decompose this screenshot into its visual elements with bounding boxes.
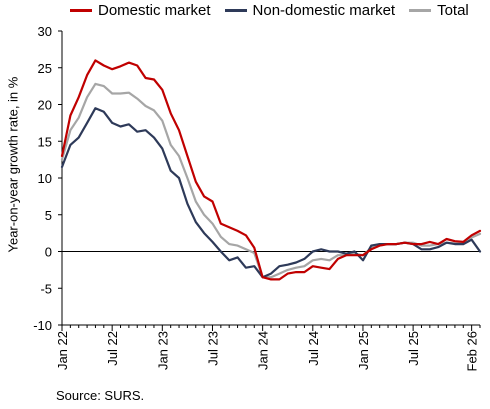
legend: Domestic market Non-domestic market Tota…: [70, 2, 469, 19]
legend-label-non-domestic: Non-domestic market: [252, 2, 396, 19]
y-tick-label: 5: [45, 208, 52, 223]
source-note: Source: SURS.: [56, 388, 145, 403]
y-tick-label: 0: [45, 245, 52, 260]
x-tick-label: Jul 23: [205, 331, 220, 366]
x-tick-label: Jan 25: [356, 331, 371, 370]
legend-item-domestic: Domestic market: [70, 2, 211, 19]
x-tick-label: Jan 23: [155, 331, 170, 370]
y-tick-label: 20: [38, 98, 52, 113]
y-tick-label: 25: [38, 61, 52, 76]
y-tick-label: 30: [38, 24, 52, 39]
legend-swatch-domestic: [70, 9, 92, 12]
x-tick-label: Jul 25: [406, 331, 421, 366]
legend-item-total: Total: [409, 2, 469, 19]
legend-item-non-domestic: Non-domestic market: [224, 2, 396, 19]
x-tick-label: Feb 26: [465, 331, 480, 371]
x-tick-label: Jul 24: [306, 331, 321, 366]
legend-label-domestic: Domestic market: [98, 2, 211, 19]
y-axis-label: Year-on-year growth rate, in %: [5, 76, 21, 253]
x-tick-label: Jul 22: [105, 331, 120, 366]
y-tick-label: 10: [38, 171, 52, 186]
x-tick-label: Jan 22: [55, 331, 70, 370]
legend-swatch-non-domestic: [224, 9, 247, 12]
legend-swatch-total: [409, 9, 432, 12]
y-tick-label: -5: [40, 281, 52, 296]
y-tick-label: 15: [38, 134, 52, 149]
legend-label-total: Total: [437, 2, 469, 19]
series-line-domestic-market: [60, 59, 482, 281]
series-line-total: [60, 82, 482, 279]
x-tick-label: Jan 24: [256, 331, 271, 370]
y-tick-label: -10: [33, 318, 52, 333]
